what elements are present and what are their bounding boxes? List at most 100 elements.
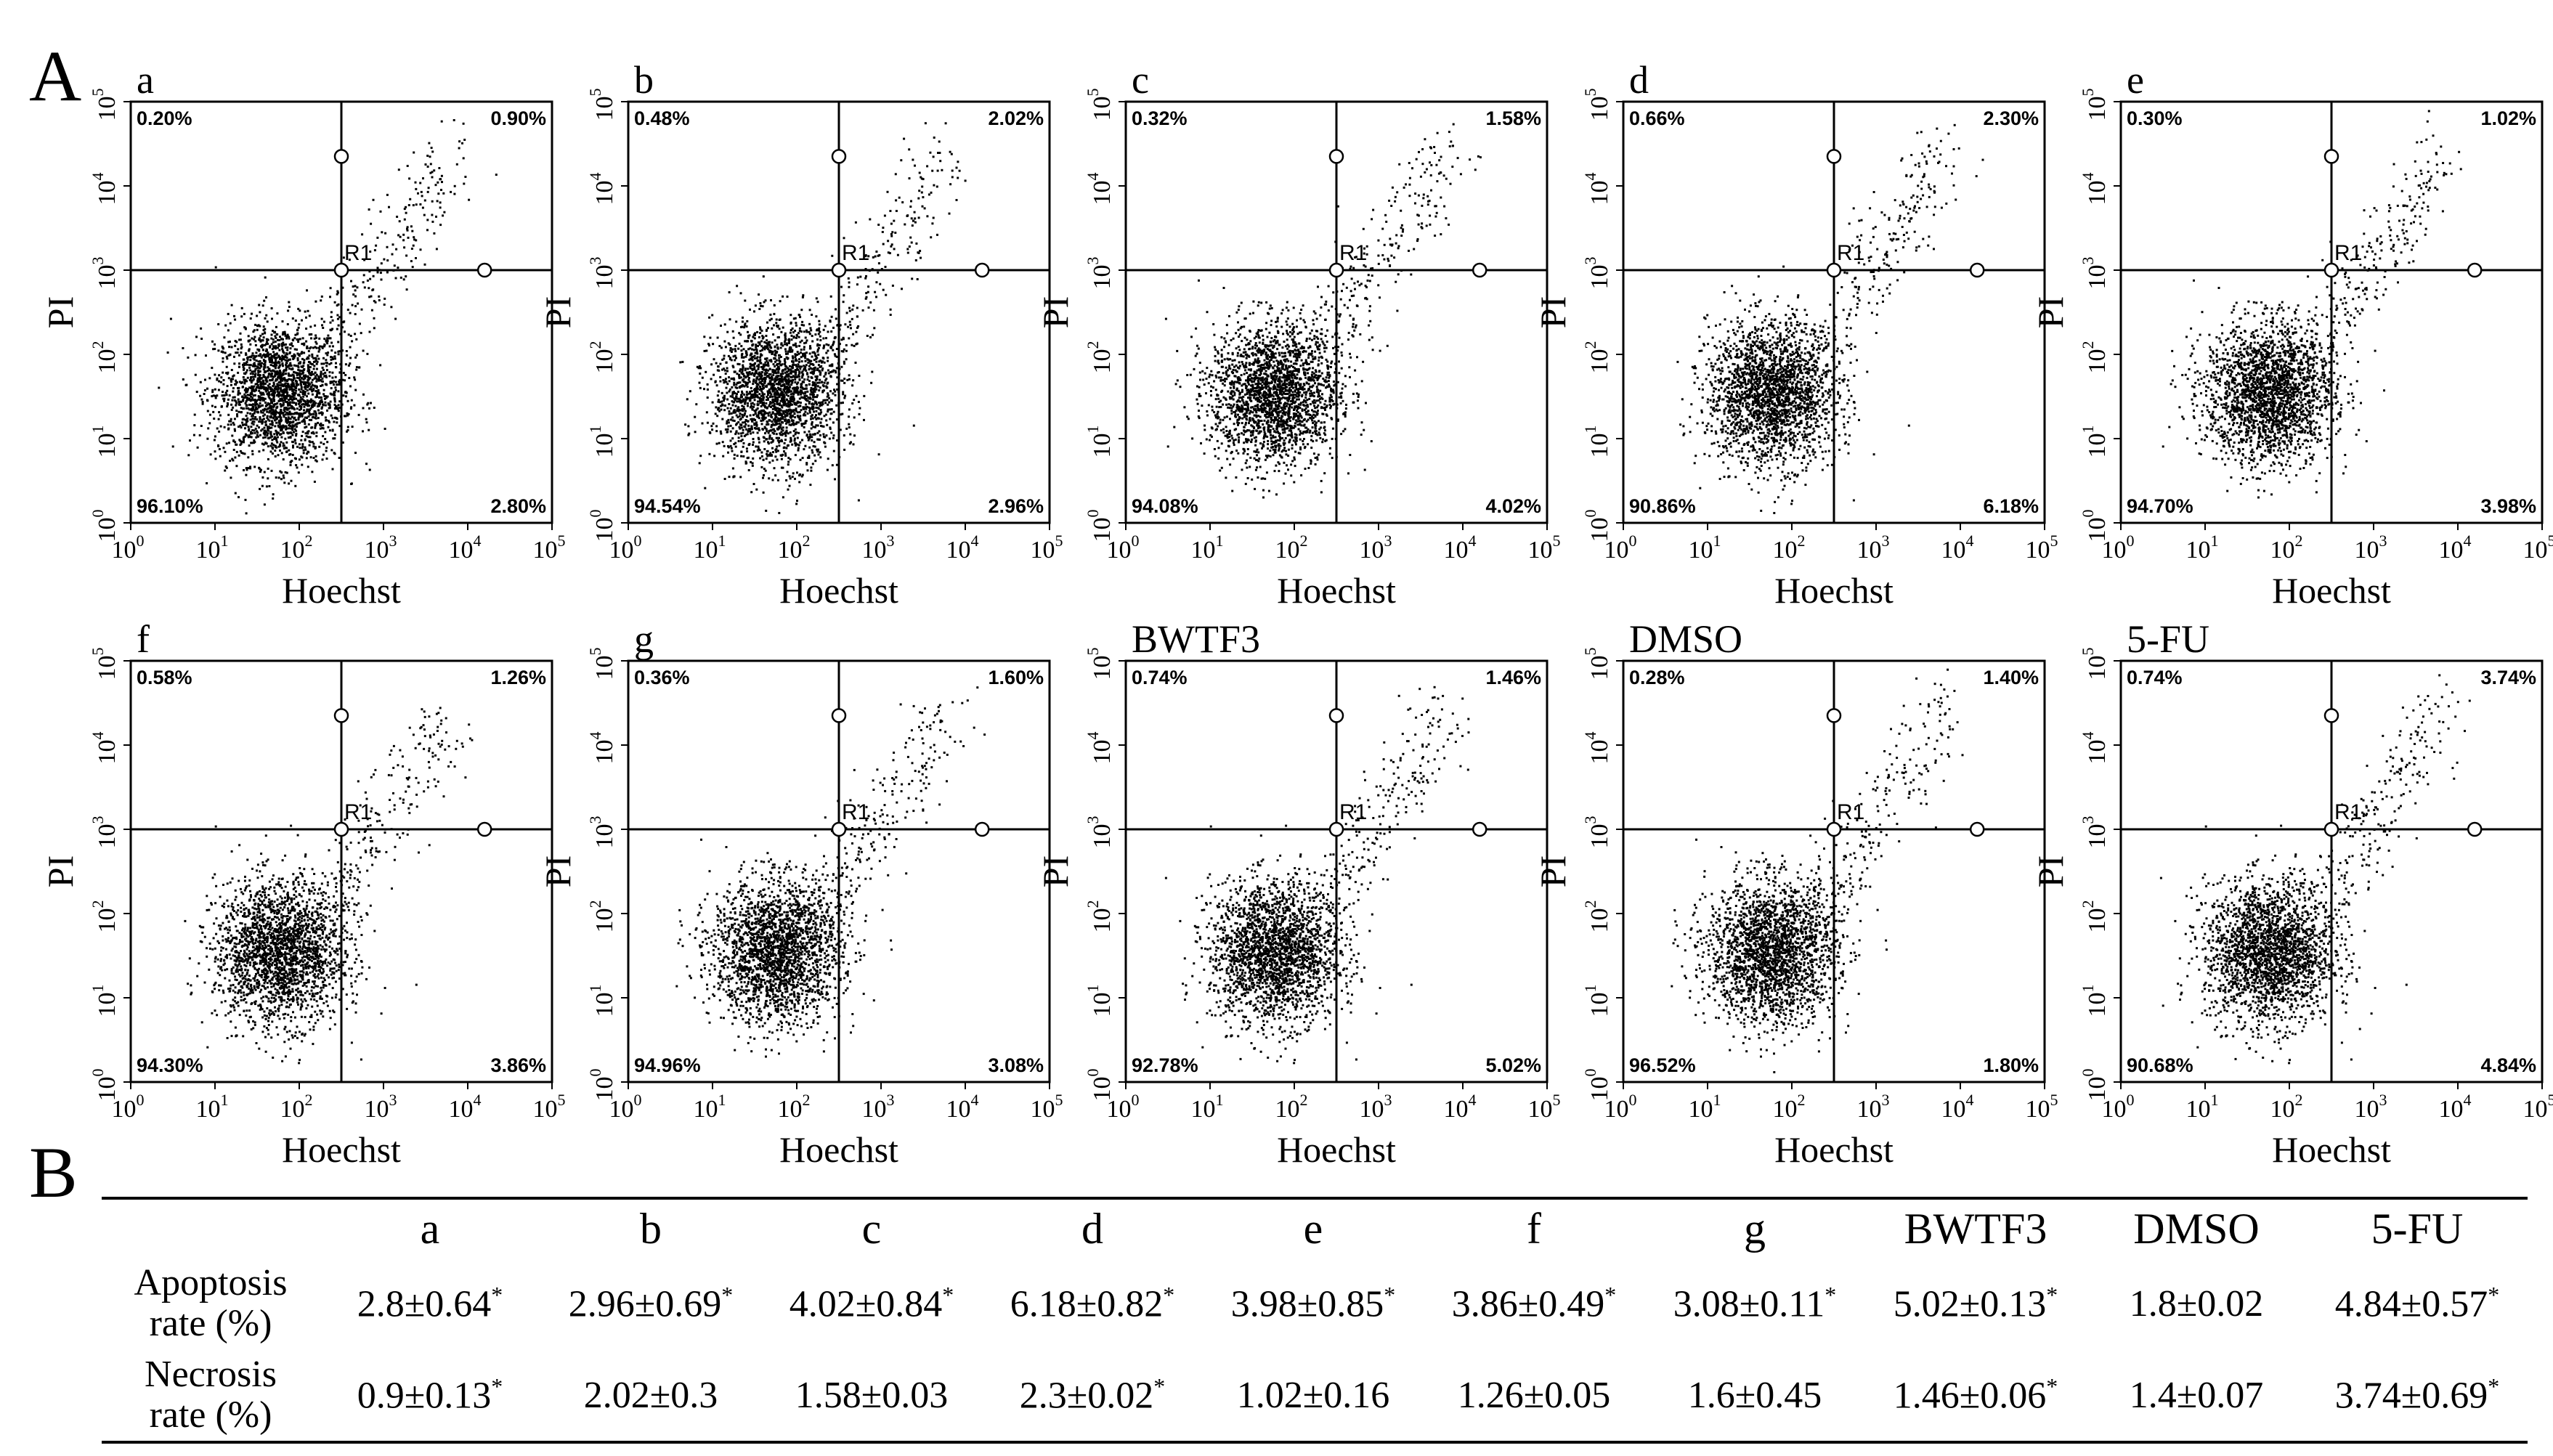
event-dots [2162, 110, 2462, 499]
table-cell: 4.84±0.57* [2307, 1258, 2528, 1349]
event-dots [675, 686, 986, 1058]
table-cell: 2.02±0.3 [540, 1349, 761, 1442]
quadrant-lower-right: 6.18% [1983, 495, 2039, 517]
significance-marker: * [2488, 1373, 2499, 1399]
x-tick-label: 105 [2026, 532, 2058, 564]
y-tick-label: 102 [2079, 341, 2111, 374]
event-dots [158, 119, 498, 515]
y-tick-label: 100 [1084, 1069, 1116, 1102]
gate-handle [1826, 708, 1842, 723]
x-axis-label: Hoechst [1774, 1129, 1894, 1170]
quadrant-upper-right: 1.60% [988, 667, 1044, 688]
x-tick-label: 101 [1689, 1091, 1721, 1123]
y-axis-label: PI [537, 855, 578, 887]
x-axis-label: Hoechst [282, 570, 401, 611]
gate-handle [2323, 149, 2339, 164]
significance-marker: * [491, 1282, 503, 1308]
quadrant-lower-right: 2.80% [490, 495, 546, 517]
x-tick-label: 104 [449, 1091, 482, 1123]
quadrant-lower-right: 4.02% [1485, 495, 1541, 517]
y-tick-label: 104 [586, 732, 618, 765]
y-tick-label: 102 [89, 341, 121, 374]
x-tick-label: 104 [1941, 532, 1974, 564]
table-cell: 1.6±0.45 [1644, 1349, 1865, 1442]
quadrant-upper-right: 1.40% [1983, 667, 2039, 688]
significance-marker: * [942, 1282, 954, 1308]
x-tick-label: 105 [533, 532, 566, 564]
x-tick-label: 104 [2439, 532, 2472, 564]
quadrant-lower-left: 96.10% [137, 495, 203, 517]
table-cell: 2.96±0.69* [540, 1258, 761, 1349]
gate-handle [831, 821, 847, 837]
gate-handle [1328, 149, 1344, 164]
event-dots [679, 122, 967, 514]
x-tick-label: 101 [1191, 532, 1224, 564]
quadrant-lower-right: 5.02% [1485, 1054, 1541, 1076]
gate-handle [1826, 262, 1842, 278]
y-tick-label: 101 [586, 426, 618, 458]
y-axis-label: PI [1035, 296, 1076, 328]
gate-handle [476, 262, 492, 278]
significance-marker: * [1153, 1373, 1165, 1399]
row-label: Apoptosis rate (%) [102, 1258, 320, 1349]
y-tick-label: 100 [2079, 1069, 2111, 1102]
quadrant-upper-left: 0.20% [137, 107, 192, 129]
y-tick-label: 103 [2079, 257, 2111, 290]
gate-handle [1969, 821, 1985, 837]
gate-label: R1 [1837, 241, 1864, 265]
y-tick-label: 105 [2079, 648, 2111, 680]
x-tick-label: 103 [2355, 1091, 2387, 1123]
gate-handle [1472, 262, 1487, 278]
gate-handle [1472, 821, 1487, 837]
quadrant-upper-right: 3.74% [2480, 667, 2536, 688]
quadrant-lower-left: 94.08% [1132, 495, 1198, 517]
y-tick-label: 102 [586, 341, 618, 374]
table-cell: 1.02±0.16 [1203, 1349, 1424, 1442]
quadrant-lower-left: 92.78% [1132, 1054, 1198, 1076]
column-header: e [1203, 1198, 1424, 1258]
x-tick-label: 105 [1031, 1091, 1063, 1123]
y-axis-label: PI [1533, 296, 1573, 328]
x-tick-label: 101 [2186, 1091, 2219, 1123]
x-axis-label: Hoechst [1277, 1129, 1396, 1170]
y-tick-label: 104 [89, 173, 121, 206]
table-cell: 3.74±0.69* [2307, 1349, 2528, 1442]
quadrant-upper-right: 1.26% [490, 667, 546, 688]
x-tick-label: 104 [2439, 1091, 2472, 1123]
x-tick-label: 103 [365, 1091, 397, 1123]
x-tick-label: 103 [365, 532, 397, 564]
row-label: Necrosis rate (%) [102, 1349, 320, 1442]
x-tick-label: 102 [2270, 1091, 2303, 1123]
x-tick-label: 102 [280, 1091, 313, 1123]
quadrant-lower-right: 4.84% [2480, 1054, 2536, 1076]
quadrant-lower-right: 3.86% [490, 1054, 546, 1076]
y-tick-label: 101 [89, 426, 121, 458]
quadrant-lower-left: 96.52% [1629, 1054, 1696, 1076]
table-header-row: a b c d e f g BWTF3 DMSO 5-FU [102, 1198, 2528, 1258]
y-tick-label: 100 [586, 510, 618, 542]
table-cell: 1.26±0.05 [1424, 1349, 1644, 1442]
y-tick-label: 100 [2079, 510, 2111, 542]
y-axis-label: PI [40, 855, 81, 887]
significance-marker: * [1604, 1282, 1616, 1308]
significance-marker: * [2046, 1282, 2058, 1308]
quadrant-upper-left: 0.74% [2127, 667, 2183, 688]
column-header: b [540, 1198, 761, 1258]
quadrant-upper-right: 1.58% [1485, 107, 1541, 129]
y-axis-label: PI [1533, 855, 1573, 887]
significance-marker: * [2046, 1373, 2058, 1399]
y-tick-label: 102 [586, 900, 618, 933]
gate-label: R1 [842, 241, 869, 265]
quadrant-lower-left: 94.54% [634, 495, 701, 517]
quadrant-upper-right: 1.02% [2480, 107, 2536, 129]
y-tick-label: 103 [89, 257, 121, 290]
gate-handle [333, 262, 349, 278]
x-axis-label: Hoechst [2272, 1129, 2391, 1170]
quadrant-upper-right: 2.30% [1983, 107, 2039, 129]
x-tick-label: 104 [1444, 1091, 1477, 1123]
table-cell: 2.3±0.02* [982, 1349, 1203, 1442]
y-tick-label: 105 [89, 648, 121, 680]
y-tick-label: 103 [1084, 257, 1116, 290]
rate-table: a b c d e f g BWTF3 DMSO 5-FU Apoptosis rate (%) 2.… [102, 1197, 2528, 1444]
